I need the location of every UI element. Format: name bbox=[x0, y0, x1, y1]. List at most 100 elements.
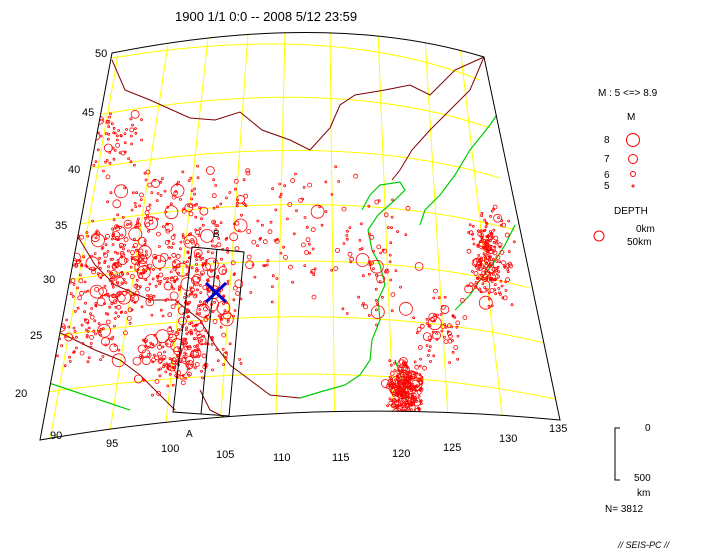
earthquake-event bbox=[165, 342, 169, 346]
earthquake-event bbox=[79, 290, 84, 296]
earthquake-event bbox=[109, 112, 112, 116]
earthquake-event bbox=[110, 271, 114, 275]
earthquake-event bbox=[345, 234, 349, 237]
earthquake-event bbox=[253, 275, 257, 279]
earthquake-event bbox=[256, 244, 259, 248]
earthquake-event bbox=[192, 337, 196, 341]
earthquake-event bbox=[148, 300, 152, 303]
earthquake-event bbox=[507, 219, 511, 223]
earthquake-event bbox=[320, 223, 324, 227]
earthquake-event bbox=[105, 158, 109, 162]
earthquake-event bbox=[240, 213, 243, 217]
earthquake-event bbox=[164, 298, 168, 302]
earthquake-event bbox=[244, 204, 248, 208]
earthquake-event bbox=[145, 222, 151, 228]
earthquake-event bbox=[199, 291, 203, 295]
earthquake-event bbox=[414, 364, 420, 370]
m-header: M bbox=[627, 112, 635, 123]
earthquake-event bbox=[104, 243, 108, 247]
earthquake-event bbox=[178, 316, 187, 326]
earthquake-event bbox=[194, 361, 200, 367]
earthquake-event bbox=[117, 314, 120, 318]
earthquake-event bbox=[246, 229, 252, 234]
earthquake-event bbox=[181, 357, 187, 363]
earthquake-event bbox=[105, 174, 111, 180]
earthquake-event bbox=[487, 304, 491, 308]
earthquake-event bbox=[226, 279, 230, 283]
earthquake-event bbox=[183, 234, 198, 249]
earthquake-event bbox=[176, 370, 182, 376]
earthquake-event bbox=[143, 243, 147, 246]
earthquake-event bbox=[87, 326, 91, 330]
earthquake-event bbox=[389, 241, 393, 245]
earthquake-event bbox=[173, 260, 177, 264]
lon-label: 95 bbox=[106, 438, 118, 450]
earthquake-event bbox=[98, 266, 102, 270]
earthquake-event bbox=[167, 327, 173, 332]
earthquake-event bbox=[462, 315, 468, 321]
earthquake-event bbox=[179, 359, 183, 363]
earthquake-event bbox=[391, 198, 395, 202]
earthquake-event bbox=[404, 417, 408, 420]
earthquake-event bbox=[152, 253, 158, 259]
earthquake-event bbox=[80, 263, 83, 267]
earthquake-event bbox=[489, 246, 493, 250]
earthquake-event bbox=[425, 344, 429, 348]
earthquake-event bbox=[271, 187, 275, 191]
grid-latitude-line bbox=[99, 43, 481, 81]
earthquake-event bbox=[278, 182, 282, 186]
earthquake-event bbox=[414, 261, 424, 271]
latitude-labels: 50 45 40 35 30 25 20 bbox=[15, 48, 107, 400]
earthquake-event bbox=[181, 342, 185, 346]
earthquake-event bbox=[201, 256, 205, 260]
earthquake-event bbox=[185, 355, 194, 365]
earthquake-event bbox=[130, 255, 134, 259]
earthquake-event bbox=[501, 260, 506, 266]
earthquake-event bbox=[390, 292, 396, 298]
earthquake-event bbox=[112, 299, 118, 305]
earthquake-event bbox=[104, 312, 108, 315]
earthquake-event bbox=[91, 219, 95, 223]
earthquake-event bbox=[132, 242, 138, 248]
earthquake-event bbox=[443, 339, 449, 345]
earthquake-event bbox=[190, 266, 194, 270]
earthquake-event bbox=[97, 261, 101, 265]
earthquake-event bbox=[275, 277, 279, 280]
earthquake-event bbox=[484, 287, 488, 291]
earthquake-event bbox=[119, 134, 123, 137]
earthquake-event bbox=[62, 283, 66, 287]
earthquake-event bbox=[256, 219, 260, 223]
earthquake-event bbox=[471, 237, 475, 241]
earthquake-event bbox=[196, 288, 199, 292]
earthquake-event bbox=[437, 296, 441, 300]
earthquake-event bbox=[228, 191, 232, 194]
earthquake-event bbox=[127, 157, 131, 161]
earthquake-event bbox=[163, 189, 167, 193]
lon-label: 115 bbox=[332, 452, 350, 464]
earthquake-event bbox=[230, 260, 236, 266]
earthquake-event bbox=[146, 214, 149, 218]
earthquake-event bbox=[210, 244, 214, 248]
earthquake-event bbox=[129, 117, 133, 121]
earthquake-event bbox=[90, 266, 96, 272]
earthquake-event bbox=[111, 294, 115, 298]
earthquake-event bbox=[86, 360, 90, 364]
earthquake-event bbox=[168, 372, 172, 376]
earthquake-event bbox=[193, 344, 197, 348]
earthquake-event bbox=[173, 190, 179, 196]
earthquake-event bbox=[184, 376, 188, 380]
earthquake-event bbox=[211, 310, 215, 314]
earthquake-event bbox=[435, 337, 439, 341]
earthquake-event bbox=[112, 218, 116, 222]
earthquake-event bbox=[102, 169, 105, 173]
earthquake-event bbox=[390, 309, 394, 313]
earthquake-event bbox=[179, 240, 183, 244]
earthquake-event bbox=[192, 348, 202, 358]
earthquake-event bbox=[138, 204, 142, 208]
earthquake-event bbox=[186, 302, 189, 306]
earthquake-event bbox=[123, 257, 129, 263]
earthquake-event bbox=[187, 315, 190, 319]
earthquake-event bbox=[104, 132, 108, 135]
depth-scale-bar bbox=[614, 427, 620, 481]
earthquake-event bbox=[138, 248, 144, 254]
